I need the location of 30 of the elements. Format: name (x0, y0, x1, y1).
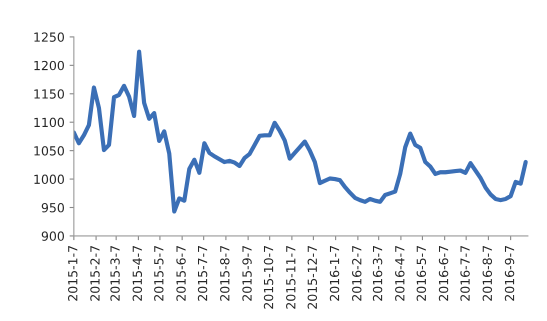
y-tick-label: 1250 (34, 32, 64, 42)
y-tick-label: 1200 (34, 60, 64, 70)
x-tick-label: 2015-6-7 (176, 246, 186, 301)
x-tick-label: 2016-3-7 (372, 246, 382, 301)
line-series (74, 50, 528, 214)
x-tick-label: 2015-9-7 (242, 246, 252, 301)
x-tick-label: 2015-7-7 (198, 246, 208, 301)
y-tick-label: 950 (42, 202, 64, 212)
y-tick-label: 1050 (34, 146, 64, 156)
x-tick-label: 2015-5-7 (154, 246, 164, 301)
x-tick-label: 2016-1-7 (330, 246, 340, 301)
x-tick-label: 2016-9-7 (504, 246, 514, 301)
x-tick-label: 2016-2-7 (352, 246, 362, 301)
y-tick-label: 1100 (34, 118, 64, 128)
x-tick-label: 2015-2-7 (90, 246, 100, 301)
x-tick-label: 2015-1-7 (68, 246, 78, 301)
x-tick-label: 2015-3-7 (110, 246, 120, 301)
x-tick-label: 2015-12-7 (308, 246, 318, 309)
x-tick-label: 2016-6-7 (438, 246, 448, 301)
x-tick-label: 2016-4-7 (395, 246, 405, 301)
y-tick-label: 1000 (34, 174, 64, 184)
x-tick-label: 2016-8-7 (482, 246, 492, 301)
y-tick-label: 1150 (34, 89, 64, 99)
x-tick-label: 2016-7-7 (460, 246, 470, 301)
x-tick-label: 2015-11-7 (286, 246, 296, 309)
y-tick-label: 900 (42, 231, 64, 241)
x-tick-label: 2015-10-7 (264, 246, 274, 309)
x-tick-label: 2016-5-7 (416, 246, 426, 301)
x-tick-label: 2015-4-7 (132, 246, 142, 301)
x-tick-label: 2015-8-7 (220, 246, 230, 301)
